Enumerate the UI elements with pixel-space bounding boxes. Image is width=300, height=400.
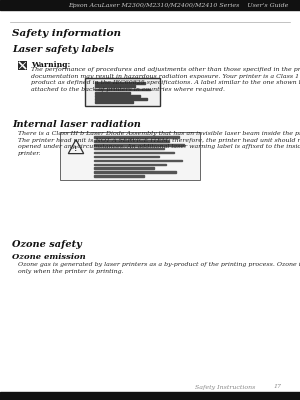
Bar <box>94 152 174 153</box>
Text: !: ! <box>74 146 78 152</box>
Bar <box>0 392 300 400</box>
Text: Safety information: Safety information <box>12 29 121 38</box>
Text: There is a Class III b Laser Diode Assembly that has an invisible laser beam ins: There is a Class III b Laser Diode Assem… <box>18 131 300 156</box>
Text: Warning:: Warning: <box>31 61 70 69</box>
Text: The performance of procedures and adjustments other than those specified in the : The performance of procedures and adjust… <box>31 67 300 92</box>
Text: Ozone emission: Ozone emission <box>12 253 86 261</box>
Bar <box>94 164 166 165</box>
Polygon shape <box>68 140 84 154</box>
Text: Ozone gas is generated by laser printers as a by-product of the printing process: Ozone gas is generated by laser printers… <box>18 262 300 274</box>
Bar <box>60 132 200 180</box>
Bar <box>95 101 133 103</box>
Bar <box>95 95 140 97</box>
Bar <box>95 88 150 90</box>
Bar <box>95 82 145 84</box>
Bar <box>94 156 159 157</box>
Text: Internal laser radiation: Internal laser radiation <box>12 120 141 129</box>
Bar <box>95 85 135 87</box>
Bar <box>94 175 144 177</box>
Bar <box>85 78 160 106</box>
Bar <box>0 0 300 10</box>
Bar <box>94 171 176 173</box>
Bar <box>18 61 27 70</box>
Text: Epson AcuLaser M2300/M2310/M2400/M2410 Series    User's Guide: Epson AcuLaser M2300/M2310/M2400/M2410 S… <box>68 3 288 8</box>
Text: 17: 17 <box>274 384 282 390</box>
Text: Laser safety labels: Laser safety labels <box>12 45 114 54</box>
Bar <box>95 98 147 100</box>
Bar <box>94 144 184 146</box>
Bar <box>94 168 154 169</box>
Bar <box>95 92 130 94</box>
Bar <box>94 148 164 149</box>
Text: Safety Instructions: Safety Instructions <box>195 384 255 390</box>
Bar <box>94 160 182 161</box>
Bar <box>94 140 169 142</box>
Bar <box>94 136 179 138</box>
Text: Ozone safety: Ozone safety <box>12 240 82 249</box>
